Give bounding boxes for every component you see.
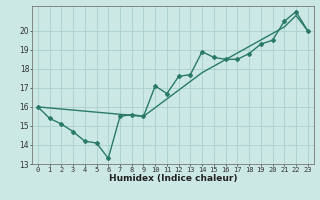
X-axis label: Humidex (Indice chaleur): Humidex (Indice chaleur) [108,174,237,183]
